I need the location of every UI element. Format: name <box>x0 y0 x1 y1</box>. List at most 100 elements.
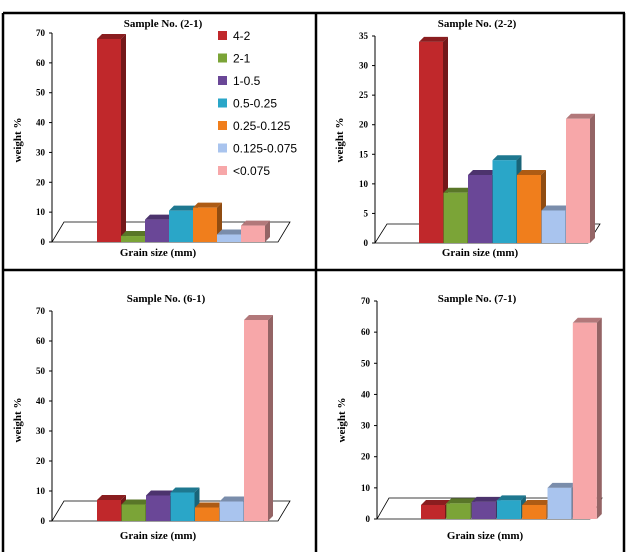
bar-top <box>219 496 249 502</box>
bar-0-075 <box>572 317 602 519</box>
chart-title: Sample No. (2-1) <box>124 18 203 30</box>
bar-front <box>146 495 170 521</box>
bar-4-2 <box>419 36 448 243</box>
bar-front <box>169 210 193 242</box>
legend-label: 2-1 <box>233 52 251 66</box>
bar-0-5-0-25 <box>170 487 200 521</box>
y-tick-label: 0 <box>364 238 369 248</box>
legend-swatch <box>218 143 227 153</box>
bar-top <box>121 231 150 237</box>
bar-front <box>217 234 241 242</box>
legend-swatch <box>218 76 227 85</box>
bar-top <box>195 502 224 508</box>
panel-frame <box>1 11 626 552</box>
y-tick-label: 60 <box>36 336 46 346</box>
bar-2-1 <box>446 498 476 519</box>
bar-front <box>471 501 496 519</box>
bar-4-2 <box>421 499 450 519</box>
y-tick-label: 60 <box>36 58 46 68</box>
bar-4-2 <box>97 33 126 242</box>
bar-front <box>443 192 468 243</box>
bar-top <box>468 169 497 175</box>
bar-top <box>145 214 174 220</box>
bar-top <box>471 496 501 502</box>
y-tick-label: 15 <box>359 149 369 159</box>
y-tick-label: 20 <box>361 452 371 462</box>
bar-0-075 <box>241 220 270 242</box>
bar-top <box>97 495 126 500</box>
bar-front <box>97 38 121 242</box>
legend-label: 0.25-0.125 <box>233 119 291 133</box>
y-tick-label: 5 <box>364 208 369 218</box>
bar-front <box>121 504 146 521</box>
y-tick-label: 50 <box>361 358 371 368</box>
bar-0-125-0-075 <box>547 482 577 519</box>
bar-top <box>146 490 175 496</box>
y-tick-label: 70 <box>361 296 371 306</box>
bar-top <box>522 499 552 505</box>
bar-front <box>219 501 244 521</box>
bar-front <box>572 322 597 519</box>
y-tick-label: 25 <box>359 90 369 100</box>
y-tick-label: 30 <box>36 147 46 157</box>
bar-top <box>547 482 577 488</box>
bar-side <box>265 220 270 242</box>
y-tick-label: 40 <box>36 118 46 128</box>
bar-top <box>421 499 450 505</box>
legend-item: 0.125-0.075 <box>218 142 297 156</box>
y-axis-label: weight % <box>336 398 348 443</box>
bar-side <box>268 315 273 521</box>
bar-top <box>446 498 476 504</box>
chart-panel-7-1: Sample No. (7-1) weight % Grain size (mm… <box>336 293 603 542</box>
bar-side <box>590 113 595 243</box>
chart-title: Sample No. (2-2) <box>438 18 517 30</box>
bar-top <box>419 36 448 42</box>
bar-0-075 <box>244 315 273 521</box>
bar-front <box>193 207 217 242</box>
bar-front <box>145 219 169 242</box>
bar-top <box>443 187 473 193</box>
bar-top <box>193 202 222 208</box>
bar-top <box>121 499 151 505</box>
bar-front <box>522 504 547 519</box>
bar-front <box>170 492 195 521</box>
chart-panel-6-1: Sample No. (6-1) weight % Grain size (mm… <box>12 293 291 542</box>
y-axis-label: weight % <box>12 118 24 163</box>
bar-top <box>517 169 546 175</box>
legend-item: 1-0.5 <box>218 74 261 88</box>
bar-top <box>244 315 273 320</box>
y-tick-label: 40 <box>361 389 371 399</box>
legend-swatch <box>218 166 227 175</box>
y-tick-label: 70 <box>36 28 46 38</box>
y-tick-label: 10 <box>36 207 46 217</box>
y-tick-label: 20 <box>36 456 46 466</box>
bar-front <box>241 225 265 242</box>
chart-panel-2-2: Sample No. (2-2) weight % Grain size (mm… <box>334 18 601 259</box>
y-tick-label: 30 <box>361 421 371 431</box>
bar-top <box>496 495 526 501</box>
legend-label: 4-2 <box>233 29 251 43</box>
bar-top <box>97 33 126 39</box>
bar-front <box>244 320 268 521</box>
chart-title: Sample No. (7-1) <box>438 293 517 305</box>
bar-top <box>566 113 595 119</box>
bar-0-5-0-25 <box>496 495 526 519</box>
y-tick-label: 20 <box>36 177 46 187</box>
bar-front <box>492 160 517 243</box>
bar-front <box>421 504 445 519</box>
bar-front <box>121 236 145 242</box>
legend-label: 0.125-0.075 <box>233 142 297 156</box>
bar-front <box>97 500 121 521</box>
y-tick-label: 50 <box>36 366 46 376</box>
y-tick-label: 60 <box>361 327 371 337</box>
bar-top <box>572 317 602 323</box>
y-tick-label: 35 <box>359 31 369 41</box>
legend-label: 1-0.5 <box>233 74 261 88</box>
y-tick-label: 20 <box>359 120 369 130</box>
y-tick-label: 30 <box>36 426 46 436</box>
bar-top <box>492 155 522 161</box>
bar-front <box>468 174 492 243</box>
y-tick-label: 50 <box>36 88 46 98</box>
legend-item: 0.5-0.25 <box>218 97 277 111</box>
